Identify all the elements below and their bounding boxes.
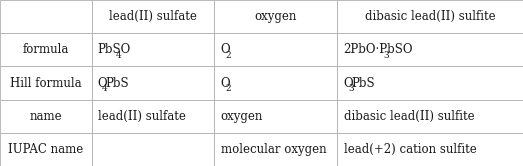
Bar xyxy=(337,133,523,166)
Text: 3: 3 xyxy=(348,84,354,93)
Bar xyxy=(0,133,92,166)
Bar xyxy=(337,100,523,133)
Bar xyxy=(337,66,523,100)
Bar xyxy=(92,0,214,33)
Text: PbS: PbS xyxy=(106,77,129,89)
Bar xyxy=(337,0,523,33)
Text: oxygen: oxygen xyxy=(255,10,297,23)
Bar xyxy=(0,33,92,66)
Text: 4: 4 xyxy=(116,51,121,60)
Text: PbS: PbS xyxy=(351,77,375,89)
Bar xyxy=(214,33,337,66)
Text: name: name xyxy=(29,110,62,123)
Bar xyxy=(214,100,337,133)
Text: 2: 2 xyxy=(225,84,231,93)
Bar xyxy=(214,66,337,100)
Text: oxygen: oxygen xyxy=(221,110,263,123)
Bar xyxy=(92,66,214,100)
Text: molecular oxygen: molecular oxygen xyxy=(221,143,326,156)
Text: dibasic lead(II) sulfite: dibasic lead(II) sulfite xyxy=(365,10,495,23)
Text: O: O xyxy=(344,77,353,89)
Bar xyxy=(92,33,214,66)
Text: O: O xyxy=(98,77,107,89)
Text: PbSO: PbSO xyxy=(98,43,131,56)
Bar xyxy=(0,66,92,100)
Text: lead(+2) cation sulfite: lead(+2) cation sulfite xyxy=(344,143,476,156)
Text: 4: 4 xyxy=(102,84,108,93)
Text: 2PbO·PbSO: 2PbO·PbSO xyxy=(344,43,413,56)
Text: formula: formula xyxy=(22,43,69,56)
Bar xyxy=(92,100,214,133)
Text: 2: 2 xyxy=(225,51,231,60)
Bar xyxy=(214,133,337,166)
Text: lead(II) sulfate: lead(II) sulfate xyxy=(98,110,186,123)
Bar xyxy=(337,33,523,66)
Bar xyxy=(214,0,337,33)
Text: O: O xyxy=(221,77,230,89)
Text: dibasic lead(II) sulfite: dibasic lead(II) sulfite xyxy=(344,110,474,123)
Text: Hill formula: Hill formula xyxy=(10,77,82,89)
Bar xyxy=(0,0,92,33)
Text: lead(II) sulfate: lead(II) sulfate xyxy=(109,10,197,23)
Bar xyxy=(0,100,92,133)
Bar xyxy=(92,133,214,166)
Text: O: O xyxy=(221,43,230,56)
Text: 3: 3 xyxy=(383,51,389,60)
Text: IUPAC name: IUPAC name xyxy=(8,143,83,156)
